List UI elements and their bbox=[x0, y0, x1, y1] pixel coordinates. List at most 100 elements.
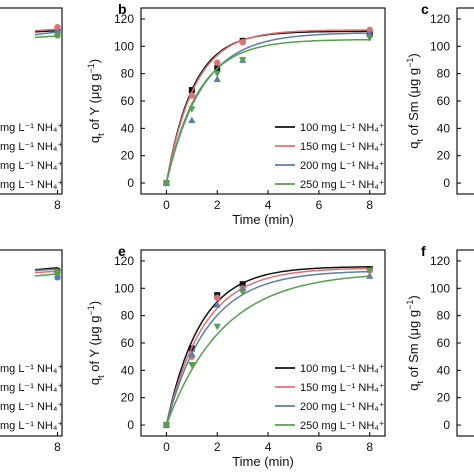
x-tick-label: 0 bbox=[163, 198, 170, 212]
panel-b: b 0 20 40 60 80 100 120 0 2 4 6 8 Time (min) qt of Y (… bbox=[86, 1, 386, 227]
legend-label-1: 100 mg L⁻¹ NH₄⁺ bbox=[300, 363, 385, 375]
data-point bbox=[188, 116, 196, 124]
x-tick-label: 6 bbox=[316, 440, 323, 454]
fit-curve-series-2 bbox=[165, 29, 370, 184]
data-point bbox=[188, 362, 196, 369]
panel-letter-b: b bbox=[118, 1, 127, 17]
subscript-t: t bbox=[96, 375, 106, 378]
x-tick-label: 2 bbox=[214, 440, 221, 454]
legend-label-2: mg L⁻¹ NH₄⁺ bbox=[0, 141, 63, 153]
y-tick-label: 40 bbox=[121, 121, 135, 135]
plot-area bbox=[34, 23, 61, 39]
legend: 100 mg L⁻¹ NH₄⁺ 150 mg L⁻¹ NH₄⁺ 200 mg L⁻¹… bbox=[275, 122, 385, 191]
plot-frame bbox=[0, 249, 63, 437]
ylabel-rest: of Sm (μg g bbox=[406, 68, 421, 139]
data-point bbox=[162, 180, 171, 187]
fit-curve-series-2 bbox=[34, 270, 58, 274]
data-point bbox=[214, 294, 221, 302]
ylabel-close: ) bbox=[406, 53, 421, 57]
legend-label-2: 150 mg L⁻¹ NH₄⁺ bbox=[300, 382, 385, 394]
legend-label-3: mg L⁻¹ NH₄⁺ bbox=[0, 160, 63, 172]
panel-f: f 0 20 40 60 80 100 120 qt of Sm (μg g−1) bbox=[405, 243, 474, 437]
x-tick-label: 4 bbox=[265, 198, 272, 212]
plot-area bbox=[162, 266, 374, 429]
y-axis-title: qt of Sm (μg g−1) bbox=[405, 53, 425, 148]
legend-label-1: 100 mg L⁻¹ NH₄⁺ bbox=[300, 122, 385, 134]
legend-label-1: mg L⁻¹ NH₄⁺ bbox=[0, 122, 63, 134]
y-tick-label: 120 bbox=[430, 12, 450, 26]
y-tick-label: 100 bbox=[114, 39, 134, 53]
x-tick-label: 8 bbox=[366, 198, 373, 212]
x-tick-label: 6 bbox=[316, 198, 323, 212]
fit-curve-series-4 bbox=[34, 273, 58, 277]
subscript-t: t bbox=[415, 138, 425, 141]
plot-area bbox=[34, 267, 61, 281]
panel-c: c 0 20 40 60 80 100 120 qt of Sm (μg g−1) bbox=[405, 1, 474, 195]
x-tick-label: 2 bbox=[214, 198, 221, 212]
legend-label-3: 200 mg L⁻¹ NH₄⁺ bbox=[300, 401, 385, 413]
panel-letter-c: c bbox=[421, 1, 429, 17]
fit-curve-series-4 bbox=[165, 275, 370, 426]
legend-label-4: 250 mg L⁻¹ NH₄⁺ bbox=[300, 420, 385, 432]
fit-curve-series-3 bbox=[165, 270, 370, 426]
fit-curve-series-1 bbox=[165, 266, 370, 426]
data-point bbox=[366, 267, 374, 275]
y-tick-label: 0 bbox=[443, 176, 450, 190]
data-point bbox=[213, 301, 221, 308]
fit-curve-series-3 bbox=[34, 31, 58, 36]
y-tick-label: 20 bbox=[121, 391, 135, 405]
fit-curve-series-3 bbox=[34, 268, 58, 272]
ylabel-rest: of Sm (μg g bbox=[406, 310, 421, 381]
data-point bbox=[54, 23, 61, 31]
y-tick-label: 40 bbox=[121, 363, 135, 377]
legend-label-2: mg L⁻¹ NH₄⁺ bbox=[0, 382, 63, 394]
fit-curve-series-1 bbox=[34, 267, 58, 271]
y-tick-label: 60 bbox=[437, 94, 451, 108]
y-tick-label: 100 bbox=[430, 39, 450, 53]
y-axis-title: qt of Sm (μg g−1) bbox=[405, 295, 425, 390]
panel-letter-e: e bbox=[118, 243, 126, 259]
y-tick-label: 60 bbox=[121, 336, 135, 350]
y-tick-label: 80 bbox=[437, 67, 451, 81]
legend: mg L⁻¹ NH₄⁺ mg L⁻¹ NH₄⁺ mg L⁻¹ NH₄⁺ mg L⁻¹ … bbox=[0, 363, 63, 432]
panel-a: 8mg L⁻¹ NH₄⁺mg L⁻¹ NH₄⁺mg L⁻¹ NH₄⁺mg L⁻¹… bbox=[0, 7, 63, 212]
y-tick-label: 100 bbox=[430, 281, 450, 295]
plot-area bbox=[162, 26, 374, 187]
ylabel-close: ) bbox=[87, 301, 102, 305]
x-tick-label: 4 bbox=[265, 440, 272, 454]
subscript-t: t bbox=[415, 380, 425, 383]
panel-e: e 0 20 40 60 80 100 120 0 2 4 6 8 Time (min) qt of Y (… bbox=[86, 243, 386, 469]
superscript-minus-one: −1 bbox=[86, 305, 96, 315]
y-tick-label: 120 bbox=[430, 254, 450, 268]
data-point bbox=[188, 350, 196, 357]
data-point bbox=[213, 75, 221, 82]
y-tick-label: 20 bbox=[121, 149, 135, 163]
data-point bbox=[162, 422, 171, 429]
superscript-minus-one: −1 bbox=[405, 58, 415, 68]
panel-letter-f: f bbox=[421, 243, 426, 259]
ylabel-rest: of Y (μg g bbox=[87, 74, 102, 134]
legend-label-4: 250 mg L⁻¹ NH₄⁺ bbox=[300, 179, 385, 191]
panel-d: 8mg L⁻¹ NH₄⁺mg L⁻¹ NH₄⁺mg L⁻¹ NH₄⁺mg L⁻¹… bbox=[0, 249, 63, 454]
y-tick-label: 40 bbox=[437, 363, 451, 377]
y-axis-title: qt of Y (μg g−1) bbox=[86, 301, 106, 385]
data-point bbox=[366, 35, 374, 42]
ylabel-close: ) bbox=[87, 59, 102, 63]
superscript-minus-one: −1 bbox=[405, 300, 415, 310]
data-point bbox=[213, 323, 221, 331]
data-point bbox=[54, 268, 61, 276]
legend-label-4: mg L⁻¹ NH₄⁺ bbox=[0, 420, 63, 432]
ylabel-rest: of Y (μg g bbox=[87, 316, 102, 376]
legend-label-1: mg L⁻¹ NH₄⁺ bbox=[0, 363, 63, 375]
legend-label-3: 200 mg L⁻¹ NH₄⁺ bbox=[300, 160, 385, 172]
y-tick-label: 40 bbox=[437, 121, 451, 135]
y-tick-label: 20 bbox=[437, 391, 451, 405]
y-axis-title: qt of Y (μg g−1) bbox=[86, 59, 106, 143]
data-point bbox=[188, 92, 196, 99]
y-tick-label: 120 bbox=[114, 254, 134, 268]
x-tick-label: 8 bbox=[54, 198, 61, 212]
data-point bbox=[188, 87, 195, 94]
subscript-t: t bbox=[96, 133, 106, 136]
x-tick-label: 0 bbox=[163, 440, 170, 454]
